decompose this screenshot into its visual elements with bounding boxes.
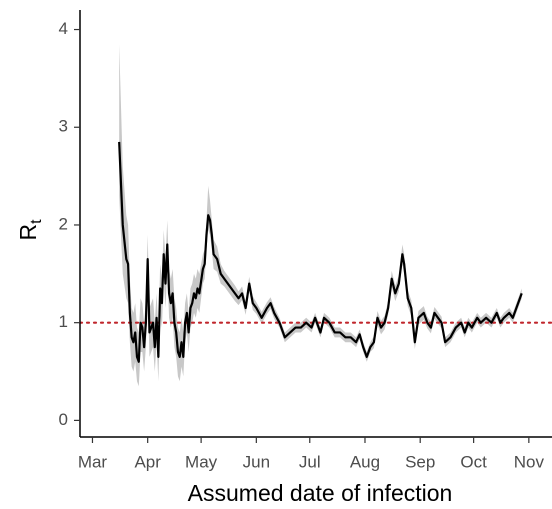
y-tick-label: 4	[59, 19, 68, 38]
confidence-band	[119, 44, 522, 387]
y-tick-label: 0	[59, 410, 68, 429]
x-tick-label: Sep	[405, 452, 435, 471]
x-tick-label: May	[185, 452, 218, 471]
y-axis-title-subscript: t	[28, 219, 45, 224]
x-axis-title: Assumed date of infection	[188, 480, 453, 506]
x-tick-label: Oct	[460, 452, 487, 471]
y-tick-label: 3	[59, 117, 68, 136]
x-tick-label: Mar	[78, 452, 108, 471]
y-axis-title-main: R	[15, 224, 41, 241]
x-tick-label: Jul	[299, 452, 321, 471]
x-tick-label: Apr	[134, 452, 161, 471]
x-tick-label: Jun	[243, 452, 270, 471]
x-tick-label: Aug	[350, 452, 380, 471]
y-tick-label: 2	[59, 214, 68, 233]
y-axis-title-group: Rt	[15, 219, 45, 241]
rt-line	[118, 141, 523, 363]
y-tick-label: 1	[59, 312, 68, 331]
x-tick-label: Nov	[514, 452, 545, 471]
y-axis-title: Rt	[15, 219, 45, 241]
